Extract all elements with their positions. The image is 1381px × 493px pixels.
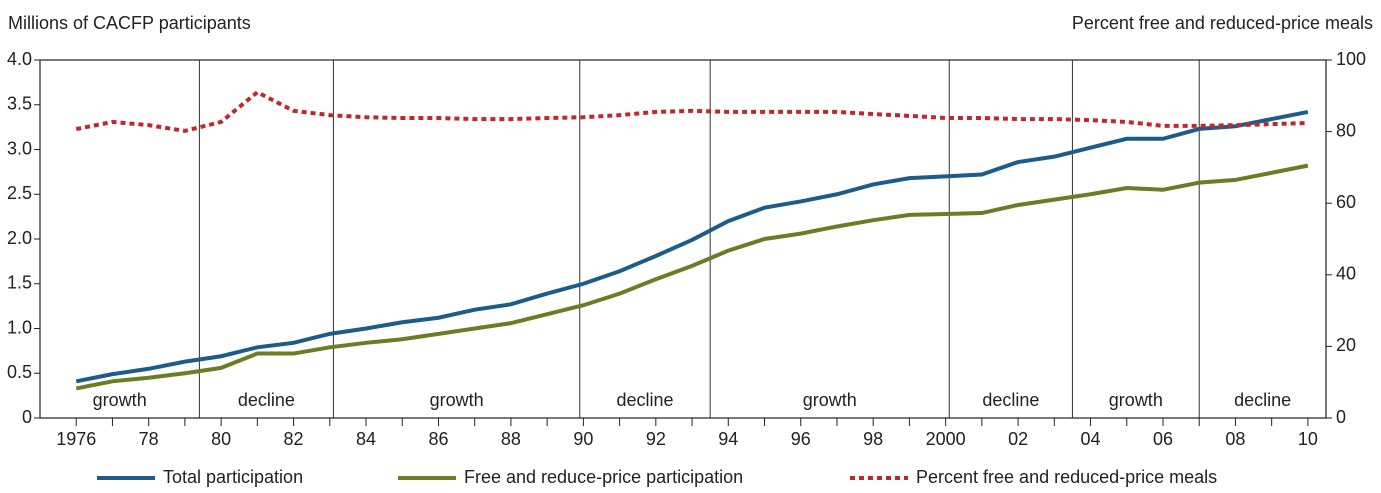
x-tick-label: 06 xyxy=(1153,429,1173,449)
x-tick-label: 1976 xyxy=(56,429,96,449)
y2-tick-label: 0 xyxy=(1336,407,1346,427)
x-tick-label: 78 xyxy=(139,429,159,449)
period-label: growth xyxy=(1109,390,1163,410)
period-label: decline xyxy=(1234,390,1291,410)
x-tick-label: 92 xyxy=(646,429,666,449)
x-tick-label: 02 xyxy=(1008,429,1028,449)
series-line xyxy=(75,89,1308,133)
x-tick-label: 96 xyxy=(791,429,811,449)
y-tick-label: 0 xyxy=(22,407,32,427)
legend-label: Free and reduce-price participation xyxy=(464,467,743,487)
period-label: growth xyxy=(93,390,147,410)
y2-tick-label: 80 xyxy=(1336,120,1356,140)
y-tick-label: 2.5 xyxy=(7,183,32,203)
x-tick-label: 88 xyxy=(501,429,521,449)
y-tick-label: 3.5 xyxy=(7,94,32,114)
period-label: decline xyxy=(616,390,673,410)
x-tick-label: 84 xyxy=(356,429,376,449)
x-tick-label: 04 xyxy=(1081,429,1101,449)
x-tick-label: 86 xyxy=(428,429,448,449)
x-tick-label: 08 xyxy=(1225,429,1245,449)
y-tick-label: 0.5 xyxy=(7,362,32,382)
series-line xyxy=(75,163,1309,391)
y-tick-label: 2.0 xyxy=(7,228,32,248)
series-line xyxy=(75,109,1309,384)
x-tick-label: 90 xyxy=(573,429,593,449)
legend-label: Percent free and reduced-price meals xyxy=(916,467,1217,487)
y-axis-title: Millions of CACFP participants xyxy=(8,13,251,33)
y2-tick-label: 100 xyxy=(1336,49,1366,69)
period-label: growth xyxy=(803,390,857,410)
x-tick-label: 82 xyxy=(284,429,304,449)
y-tick-label: 1.0 xyxy=(7,317,32,337)
y2-axis-title: Percent free and reduced-price meals xyxy=(1072,13,1373,33)
x-tick-label: 94 xyxy=(718,429,738,449)
legend-label: Total participation xyxy=(163,467,303,487)
period-label: decline xyxy=(238,390,295,410)
x-tick-label: 10 xyxy=(1298,429,1318,449)
y2-tick-label: 60 xyxy=(1336,192,1356,212)
y-tick-label: 1.5 xyxy=(7,273,32,293)
x-tick-label: 80 xyxy=(211,429,231,449)
y2-tick-label: 20 xyxy=(1336,335,1356,355)
period-label: growth xyxy=(430,390,484,410)
period-label: decline xyxy=(982,390,1039,410)
y2-tick-label: 40 xyxy=(1336,264,1356,284)
y-tick-label: 4.0 xyxy=(7,49,32,69)
y-tick-label: 3.0 xyxy=(7,138,32,158)
x-tick-label: 98 xyxy=(863,429,883,449)
x-tick-label: 2000 xyxy=(926,429,966,449)
